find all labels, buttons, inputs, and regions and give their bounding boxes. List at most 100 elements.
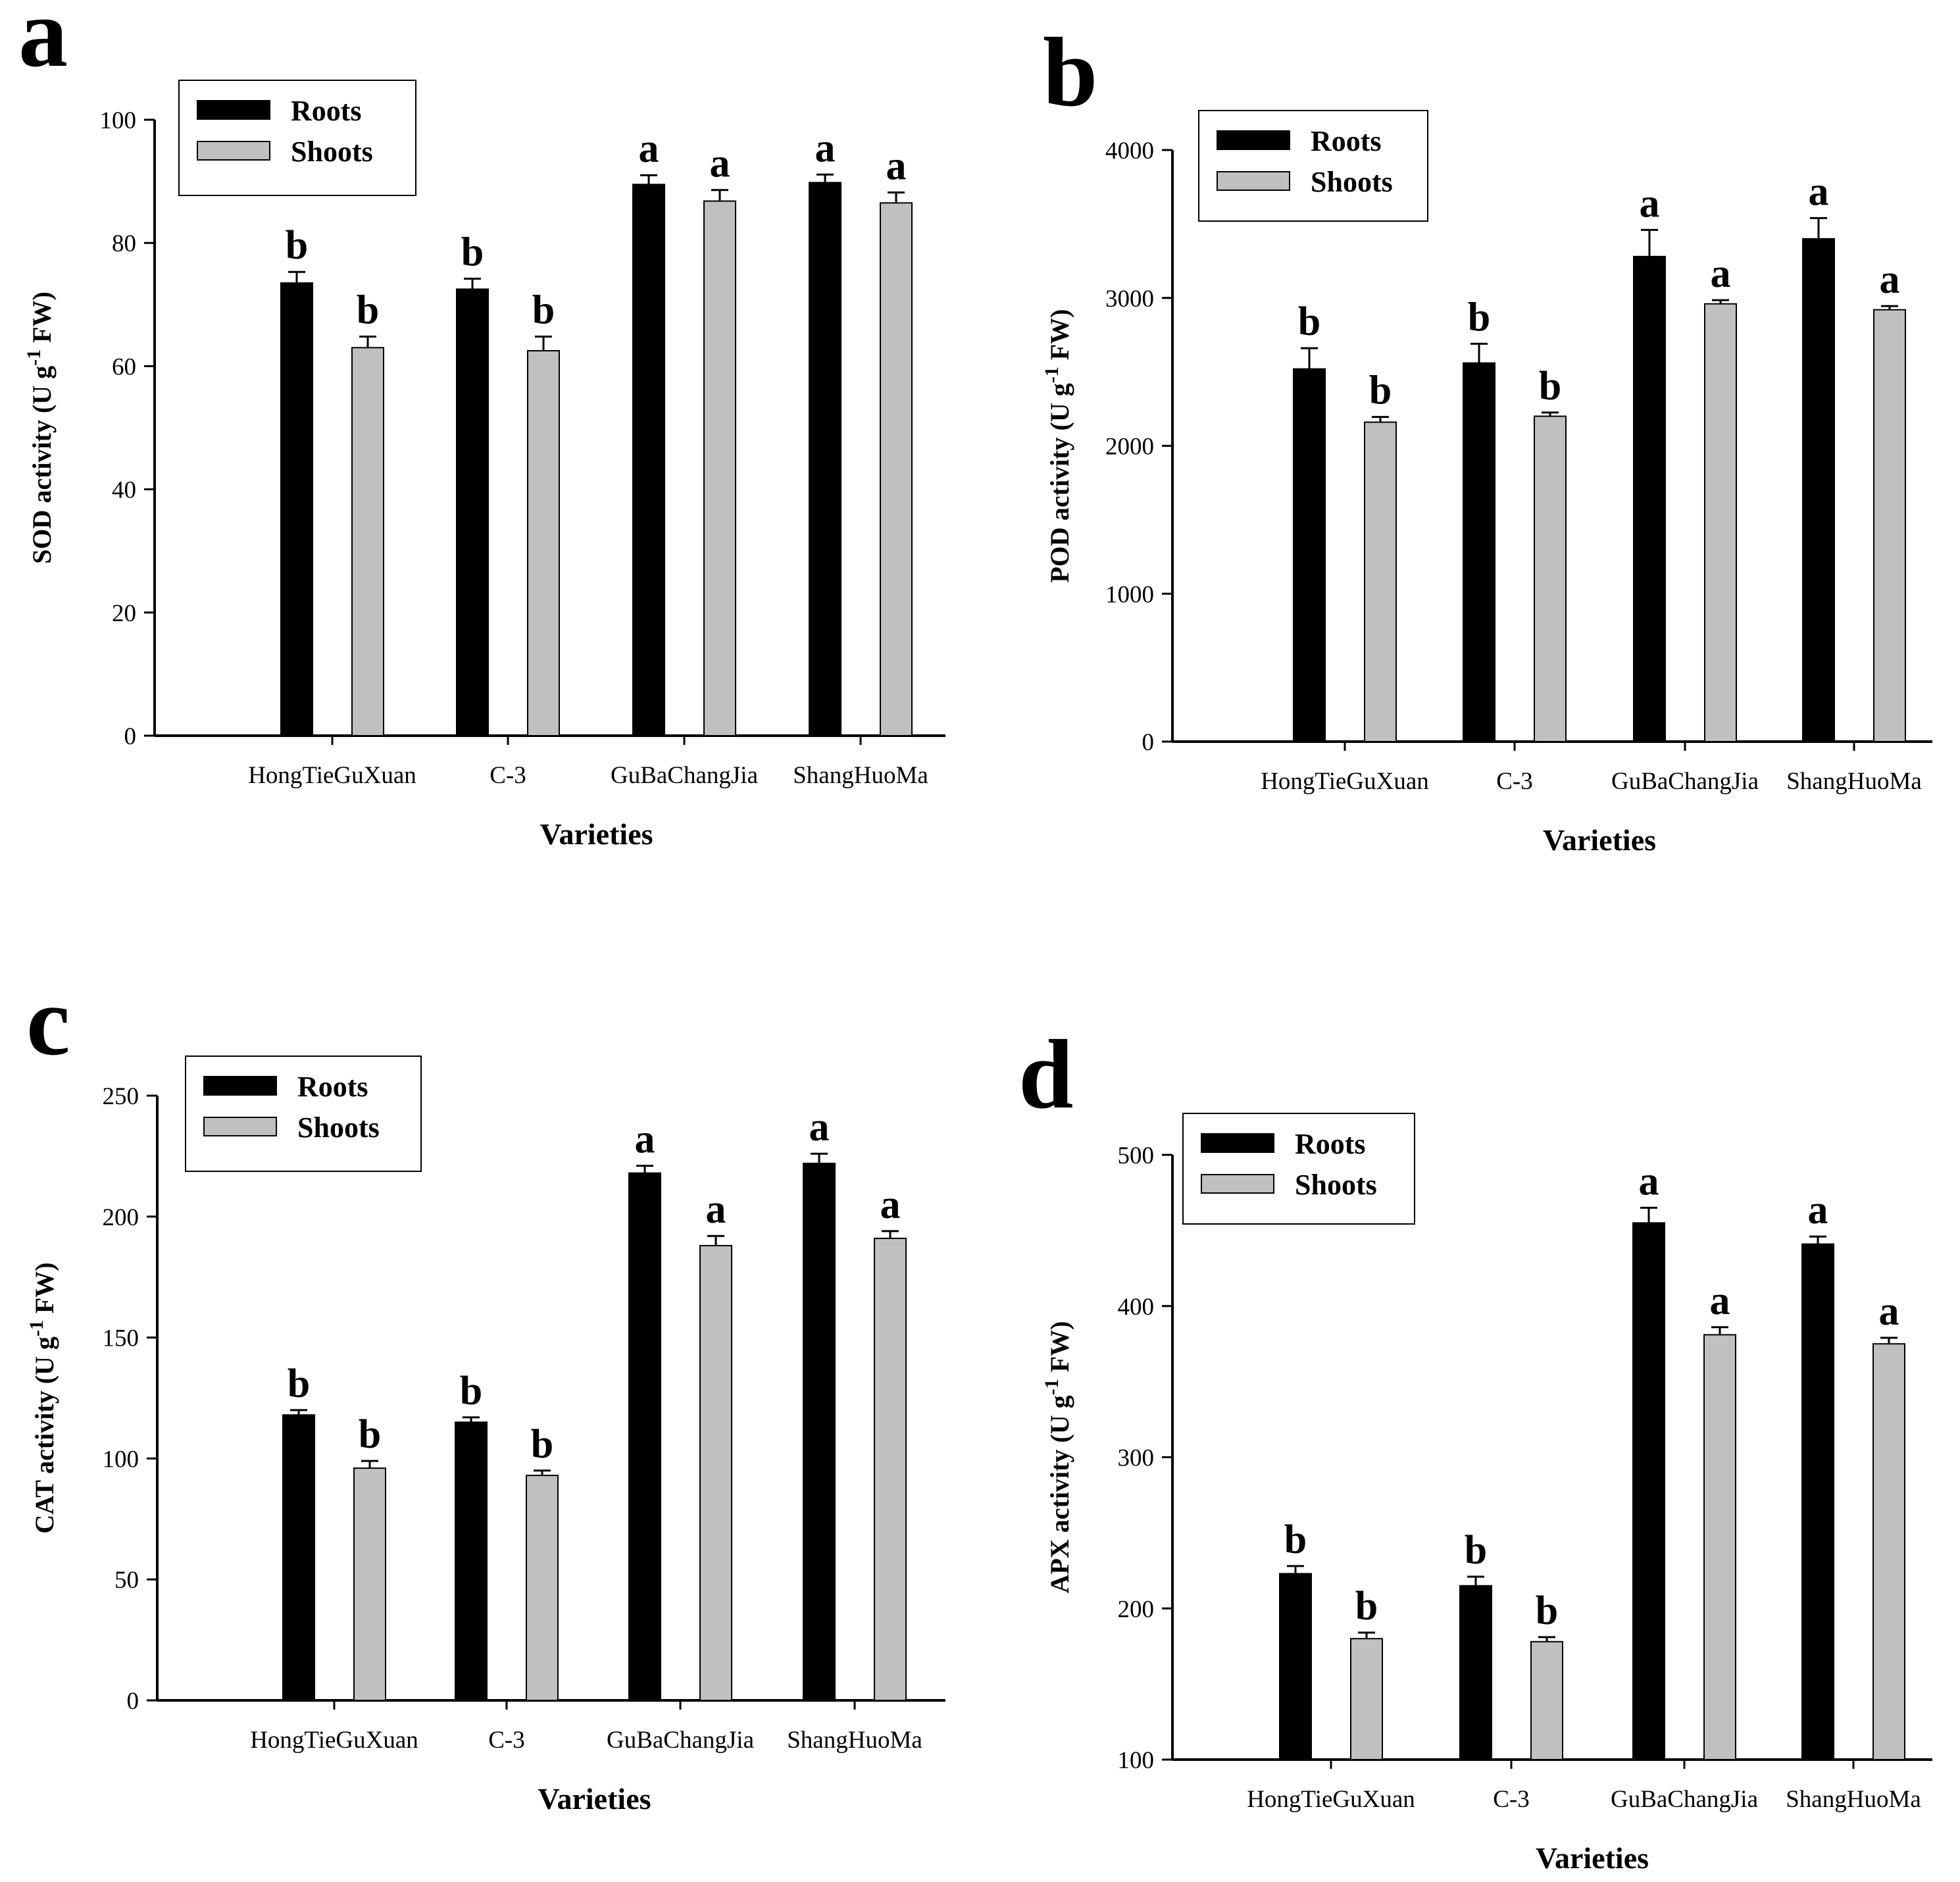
legend-swatch-roots [197, 100, 270, 120]
x-tick-label: ShangHuoMa [1786, 1786, 1921, 1813]
legend-label-shoots: Shoots [291, 136, 373, 168]
y-tick-label: 200 [1118, 1596, 1155, 1623]
bar-shoots [1704, 303, 1737, 742]
significance-letter: b [359, 1412, 381, 1457]
y-tick-label: 400 [1118, 1294, 1155, 1321]
significance-letter: a [1639, 1159, 1659, 1204]
significance-letter: b [461, 230, 484, 274]
bar-shoots [703, 200, 736, 736]
bar-shoots [527, 350, 560, 736]
significance-letter: b [460, 1369, 482, 1413]
x-tick-label: ShangHuoMa [1786, 768, 1922, 795]
significance-letter: a [1640, 181, 1660, 226]
bar-shoots [1873, 309, 1906, 743]
bar-roots [456, 288, 489, 736]
y-tick-label: 250 [103, 1083, 139, 1110]
bar-shoots [353, 1467, 386, 1701]
bar-shoots [699, 1244, 732, 1701]
x-axis-title: Varieties [540, 817, 653, 851]
legend-swatch-roots [1201, 1133, 1274, 1153]
y-tick-label: 20 [112, 600, 136, 627]
y-axis-title-suffix: FW) [1045, 1321, 1074, 1379]
y-tick-label: 200 [103, 1204, 139, 1231]
bar-roots [282, 1414, 315, 1701]
y-tick-label: 50 [114, 1567, 139, 1594]
y-axis-title: CAT activity (U g-1 FW) [26, 1262, 59, 1533]
y-tick-label: 0 [1142, 729, 1155, 756]
bar-shoots [1530, 1640, 1563, 1760]
significance-letter: a [880, 1183, 901, 1227]
significance-letter: a [1711, 251, 1731, 296]
y-axis-title-superscript: -1 [1041, 367, 1063, 383]
legend-box [1198, 110, 1428, 222]
legend-label-shoots: Shoots [297, 1111, 380, 1144]
x-tick-label: C-3 [488, 1727, 525, 1754]
x-tick-label: HongTieGuXuan [248, 762, 416, 789]
bar-shoots [880, 202, 913, 736]
significance-letter: a [1879, 1289, 1899, 1334]
y-tick-label: 80 [112, 230, 136, 257]
chart-panel-c: c 0 50 100 150 200 250 CAT activity (U g-1 FW) H… [26, 967, 945, 1816]
significance-letter: b [1355, 1584, 1378, 1629]
x-axis-title: Varieties [538, 1782, 651, 1816]
significance-letter: a [886, 143, 907, 188]
significance-letter: b [1536, 1589, 1558, 1633]
bar-roots [1802, 238, 1835, 743]
significance-letter: b [288, 1361, 310, 1406]
panel-letter: d [1018, 1020, 1073, 1129]
y-tick-label: 500 [1118, 1142, 1155, 1169]
bar-shoots [1364, 421, 1397, 742]
significance-letter: a [635, 1117, 655, 1162]
legend-swatch-shoots [1201, 1174, 1274, 1194]
bar-roots [455, 1421, 488, 1701]
bar-shoots [1534, 415, 1567, 742]
bar-roots [1801, 1243, 1834, 1760]
significance-letter: a [809, 1105, 830, 1150]
significance-letter: b [286, 223, 308, 268]
bar-shoots [874, 1237, 907, 1702]
bar-roots [628, 1172, 661, 1701]
bar-roots [1633, 255, 1666, 742]
y-tick-label: 2000 [1105, 434, 1154, 461]
y-axis-title-prefix: SOD activity (U g [27, 366, 57, 564]
significance-letter: a [815, 126, 836, 170]
legend-swatch-roots [203, 1076, 277, 1096]
y-axis-title-superscript: -1 [26, 1320, 47, 1336]
significance-letter: a [1880, 257, 1900, 302]
panel-letter: b [1043, 18, 1097, 127]
chart-panel-d: d 100 200 300 400 500 APX activity (U g-1 FW) H… [1018, 1020, 1932, 1875]
legend-box [178, 80, 416, 196]
bar-roots [803, 1162, 836, 1701]
x-tick-label: GuBaChangJia [1611, 768, 1759, 795]
bar-roots [1632, 1222, 1665, 1760]
legend-box [1182, 1113, 1415, 1225]
bar-roots [632, 184, 665, 736]
y-tick-label: 300 [1118, 1445, 1155, 1472]
significance-letter: a [710, 141, 730, 186]
legend-swatch-roots [1217, 130, 1290, 150]
y-tick-label: 100 [100, 107, 137, 134]
significance-letter: b [357, 288, 379, 332]
x-tick-label: HongTieGuXuan [250, 1727, 418, 1754]
legend-label-roots: Roots [291, 95, 362, 127]
bar-roots [1459, 1585, 1492, 1761]
x-axis-title: Varieties [1543, 823, 1656, 857]
y-tick-label: 1000 [1105, 581, 1154, 608]
x-axis-title: Varieties [1536, 1841, 1649, 1875]
legend-label-shoots: Shoots [1311, 166, 1393, 198]
significance-letter: b [1284, 1517, 1307, 1562]
y-tick-label: 150 [103, 1325, 139, 1352]
y-axis-title-superscript: -1 [23, 349, 45, 366]
y-axis-title-prefix: APX activity (U g [1045, 1395, 1074, 1593]
bar-roots [280, 282, 313, 737]
significance-letter: b [1539, 364, 1561, 409]
bar-shoots [351, 347, 384, 736]
y-tick-label: 100 [1118, 1747, 1155, 1774]
y-axis-title-prefix: POD activity (U g [1045, 383, 1074, 582]
x-tick-label: HongTieGuXuan [1247, 1786, 1415, 1813]
y-axis-title: APX activity (U g-1 FW) [1041, 1321, 1074, 1594]
y-tick-label: 60 [112, 353, 136, 380]
significance-letter: a [1809, 169, 1829, 214]
x-tick-label: C-3 [1493, 1786, 1530, 1813]
